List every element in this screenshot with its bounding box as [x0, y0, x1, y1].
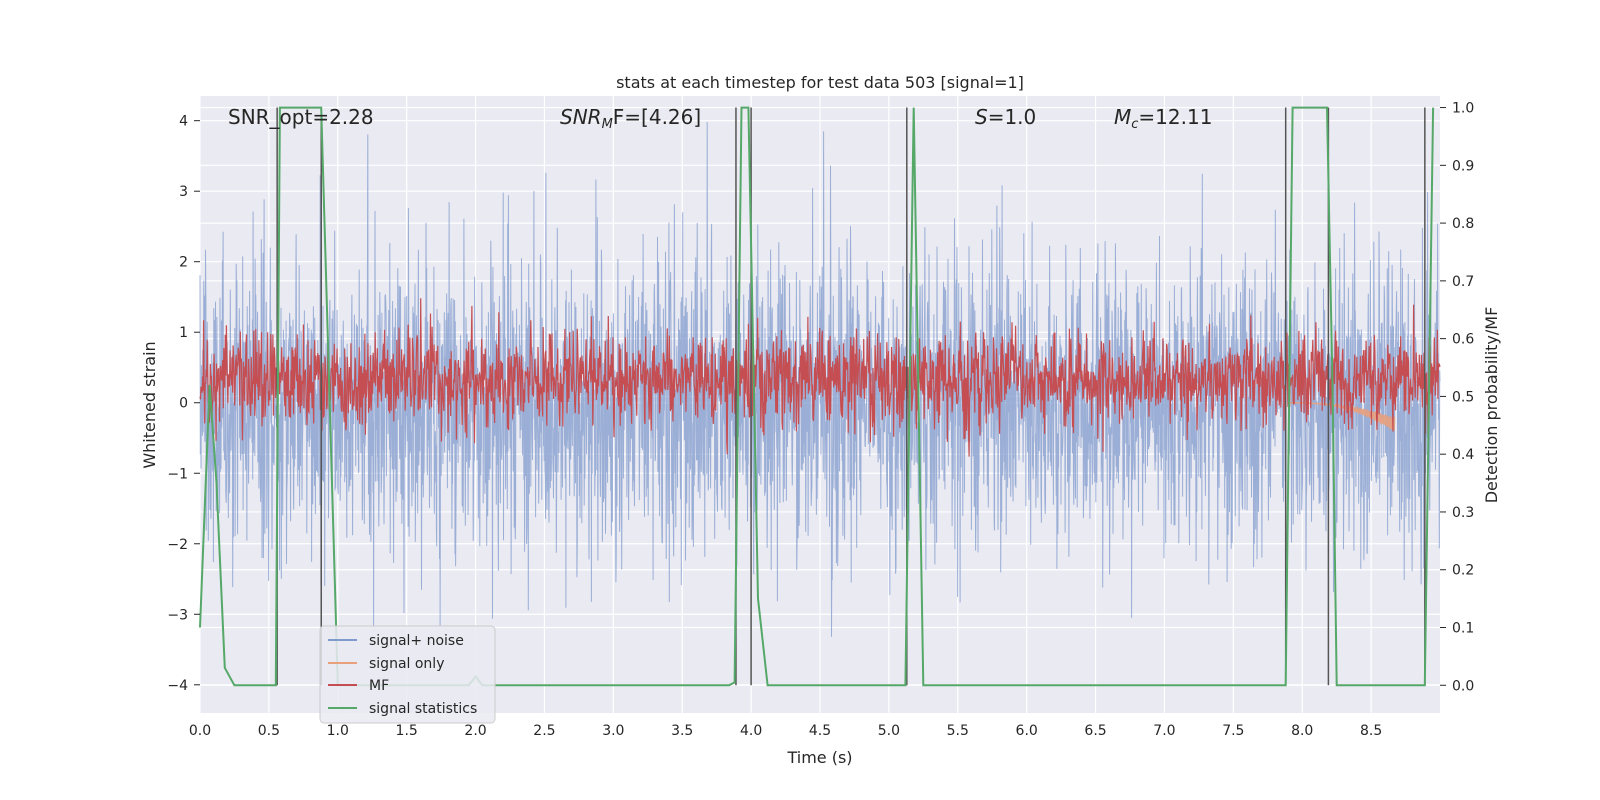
x-tick-1.5: 1.5	[396, 723, 418, 739]
y2-tick-0.0: 0.0	[1452, 678, 1474, 694]
x-axis-label: Time (s)	[786, 748, 852, 767]
y-tick-0: 0	[179, 396, 188, 412]
series-mf	[199, 298, 1441, 457]
annotation-snr-mf: SNRMF=[4.26]	[560, 105, 701, 132]
tick-labels: 0.0 0.5 1.0 1.5 2.0 2.5 3.0 3.5 4.0 4.5 5.0 5.5 6.0 6…	[167, 101, 1474, 739]
x-tick-7.0: 7.0	[1153, 723, 1175, 739]
annotation-snr-mf-sub: M	[602, 117, 613, 132]
annotation-mc: Mc=12.11	[1114, 105, 1212, 132]
y-tick-−4: −4	[167, 678, 188, 694]
y-tick-−1: −1	[167, 466, 188, 482]
x-tick-8.0: 8.0	[1291, 723, 1313, 739]
x-tick-3.5: 3.5	[671, 723, 693, 739]
x-tick-8.5: 8.5	[1360, 723, 1382, 739]
y2-tick-0.4: 0.4	[1452, 447, 1474, 463]
legend-box	[319, 625, 496, 724]
mf-line	[199, 298, 1441, 457]
annotation-snr-mf-rest: F=[4.26]	[613, 105, 701, 129]
y-tick-4: 4	[179, 114, 188, 130]
y2-tick-0.6: 0.6	[1452, 332, 1474, 348]
y-axis-label: Whitened strain	[140, 341, 159, 468]
y2-tick-0.8: 0.8	[1452, 216, 1474, 232]
annotation-mc-value: =12.11	[1138, 105, 1212, 129]
legend: signal+ noise signal only MF signal stat…	[319, 625, 496, 724]
x-tick-3.0: 3.0	[602, 723, 624, 739]
x-tick-1.0: 1.0	[327, 723, 349, 739]
y2-tick-0.7: 0.7	[1452, 274, 1474, 290]
y2-tick-0.5: 0.5	[1452, 389, 1474, 405]
y-tick-1: 1	[179, 325, 188, 341]
y2-tick-1.0: 1.0	[1452, 101, 1474, 117]
legend-label-noise: signal+ noise	[369, 633, 464, 649]
x-tick-5.0: 5.0	[878, 723, 900, 739]
y2-axis-label: Detection probability/MF	[1482, 307, 1501, 504]
legend-label-stat: signal statistics	[369, 701, 477, 717]
x-tick-7.5: 7.5	[1222, 723, 1244, 739]
legend-label-signal: signal only	[369, 656, 444, 672]
x-tick-4.0: 4.0	[740, 723, 762, 739]
x-tick-0.0: 0.0	[189, 723, 211, 739]
y-tick-−3: −3	[167, 607, 188, 623]
x-tick-5.5: 5.5	[947, 723, 969, 739]
annotation-mc-base: M	[1114, 105, 1131, 129]
annotation-s: S=1.0	[975, 105, 1036, 129]
y-tick-−2: −2	[167, 537, 188, 553]
annotation-snr-mf-base: SNR	[560, 105, 602, 129]
x-tick-2.0: 2.0	[464, 723, 486, 739]
annotation-snr-opt: SNR_opt=2.28	[228, 105, 374, 129]
x-tick-0.5: 0.5	[258, 723, 280, 739]
y2-tick-0.2: 0.2	[1452, 563, 1474, 579]
x-tick-4.5: 4.5	[809, 723, 831, 739]
series-signal-statistics	[199, 106, 1435, 687]
annotation-s-label: S	[975, 105, 988, 129]
y2-tick-0.9: 0.9	[1452, 158, 1474, 174]
y2-tick-0.3: 0.3	[1452, 505, 1474, 521]
x-tick-2.5: 2.5	[533, 723, 555, 739]
x-tick-6.5: 6.5	[1084, 723, 1106, 739]
y-tick-2: 2	[179, 255, 188, 271]
y-tick-3: 3	[179, 184, 188, 200]
chart-title: stats at each timestep for test data 503…	[616, 73, 1024, 92]
signal-statistics-line	[199, 106, 1435, 687]
annotation-mc-sub: c	[1131, 117, 1138, 132]
x-tick-6.0: 6.0	[1016, 723, 1038, 739]
y2-tick-0.1: 0.1	[1452, 620, 1474, 636]
legend-label-mf: MF	[369, 678, 389, 694]
annotation-s-value: =1.0	[988, 105, 1037, 129]
